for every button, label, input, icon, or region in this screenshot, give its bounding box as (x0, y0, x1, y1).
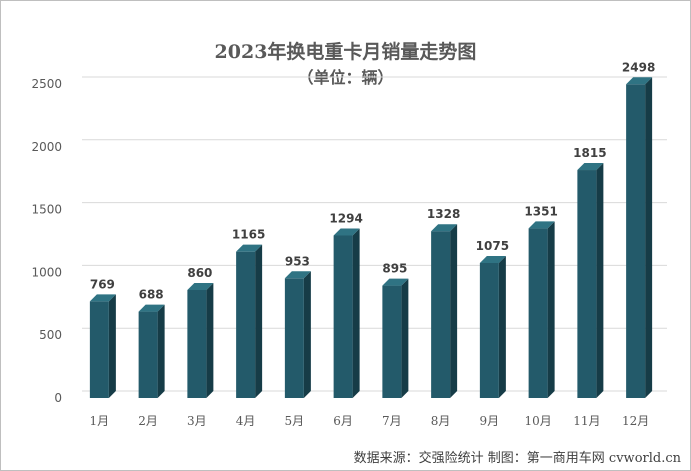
bar-side (645, 77, 653, 399)
y-tick-label: 1000 (31, 265, 62, 279)
bar-top (626, 77, 653, 85)
bar-side (401, 278, 409, 398)
y-tick-label: 2500 (31, 77, 62, 91)
bar-side (596, 163, 604, 398)
data-label: 1075 (476, 239, 509, 253)
bar-top (577, 163, 604, 171)
bar (528, 228, 548, 398)
bar (577, 170, 597, 398)
x-tick-label: 9月 (480, 414, 500, 428)
bar-side (450, 224, 458, 398)
bar (479, 262, 499, 398)
bar (382, 285, 402, 398)
x-tick-label: 3月 (187, 414, 207, 428)
bar-side (108, 294, 116, 398)
y-tick-label: 2000 (31, 140, 62, 154)
bar-side (206, 282, 214, 398)
x-tick-label: 8月 (431, 414, 451, 428)
x-tick-label: 6月 (333, 414, 353, 428)
bar-side (157, 304, 165, 398)
bar-side (498, 255, 506, 398)
x-tick-label: 7月 (382, 414, 402, 428)
x-tick-label: 4月 (236, 414, 256, 428)
x-tick-label: 12月 (622, 414, 649, 428)
data-label: 1165 (232, 228, 265, 242)
data-label: 1815 (573, 146, 606, 160)
y-tick-label: 1500 (31, 203, 62, 217)
bar-top (236, 244, 263, 252)
x-tick-label: 5月 (285, 414, 305, 428)
bar (89, 301, 109, 398)
bar-side (352, 228, 360, 398)
y-tick-label: 500 (39, 328, 62, 342)
bar (333, 235, 353, 398)
bar (138, 311, 158, 398)
y-tick-label: 0 (54, 391, 62, 405)
data-label: 895 (382, 262, 407, 276)
chart-title: 2023年换电重卡月销量走势图 (214, 41, 477, 63)
x-tick-label: 2月 (138, 414, 158, 428)
bar-side (303, 271, 311, 398)
bar-top (89, 294, 116, 302)
bar-side (255, 244, 263, 398)
data-label: 1328 (427, 207, 460, 221)
bar-top (333, 228, 360, 236)
bar (431, 231, 451, 398)
bar-top (382, 278, 409, 286)
bar-top (431, 224, 458, 232)
bar (626, 84, 646, 399)
bar-top (479, 255, 506, 263)
bar-side (547, 221, 555, 398)
data-label: 953 (285, 254, 310, 268)
data-source-note: 数据来源：交强险统计 制图：第一商用车网 cvworld.cn (353, 451, 681, 466)
x-tick-label: 11月 (573, 414, 600, 428)
data-label: 860 (187, 266, 212, 280)
data-label: 769 (90, 277, 115, 291)
bar (236, 251, 256, 398)
x-tick-label: 10月 (524, 414, 551, 428)
data-label: 1351 (524, 204, 557, 218)
bar-top (187, 282, 214, 290)
bar-top (138, 304, 165, 312)
data-label: 1294 (329, 211, 362, 225)
bar (284, 278, 304, 398)
bar (187, 289, 207, 398)
x-tick-label: 1月 (90, 414, 110, 428)
data-label: 688 (139, 288, 164, 302)
data-label: 2498 (622, 60, 655, 74)
bar-top (284, 271, 311, 279)
bar-top (528, 221, 555, 229)
